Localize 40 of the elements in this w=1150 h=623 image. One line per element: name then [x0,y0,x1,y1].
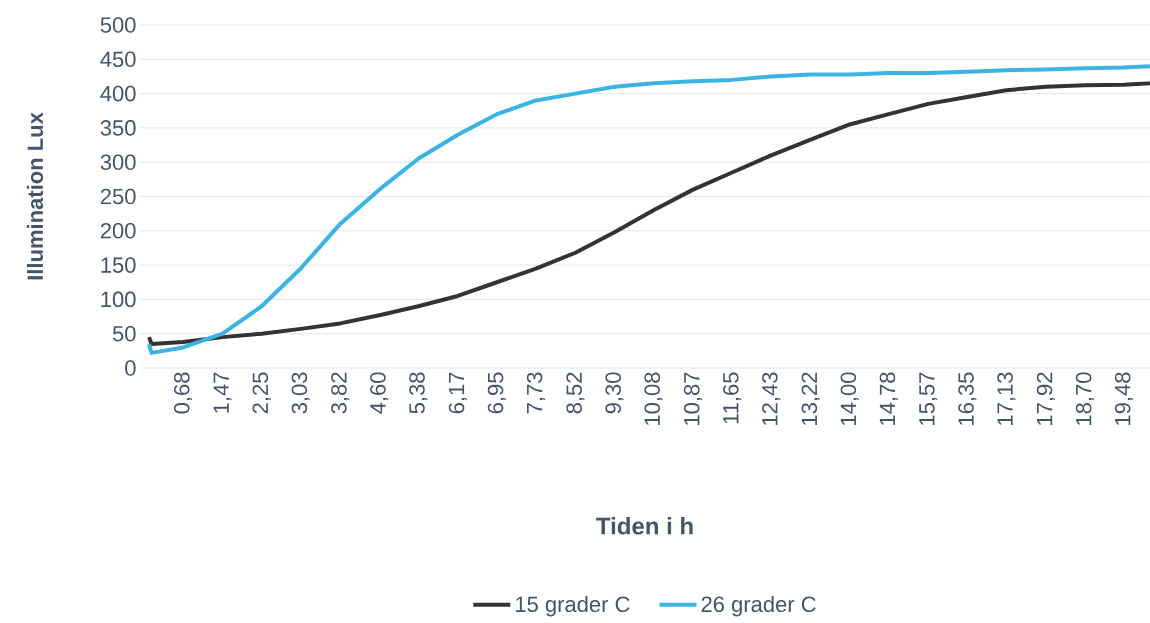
x-tick-label: 3,03 [291,372,310,414]
x-tick-label: 6,17 [448,372,467,414]
x-tick-label: 10,08 [644,372,663,425]
x-tick-label: 19,48 [1114,372,1134,425]
x-tick-label: 1,47 [213,372,232,413]
y-tick-label: 350 [100,120,136,136]
x-tick-label: 12,43 [762,372,781,425]
y-tick-label: 150 [101,257,136,273]
y-tick-label: 500 [100,17,136,33]
y-axis-title: Illumination Lux [26,112,44,280]
y-tick-label: 450 [100,51,136,68]
x-tick-label: 6,95 [487,372,506,414]
x-tick-label: 13,22 [801,372,820,425]
x-tick-label: 11,65 [722,372,742,424]
x-tick-label: 14,00 [840,372,859,425]
y-tick-label: 300 [100,154,136,170]
x-tick-label: 2,25 [252,372,271,414]
legend-label: 15 grader C [516,595,630,617]
x-tick-label: 5,38 [409,372,428,414]
x-tick-label: 0,68 [173,372,193,414]
x-tick-label: 7,73 [526,372,545,414]
legend-label: 26 grader C [701,595,816,617]
x-tick-label: 18,70 [1075,372,1095,425]
x-tick-label: 9,30 [605,372,624,414]
x-tick-label: 4,60 [370,372,389,414]
y-tick-label: 250 [100,188,136,205]
x-tick-label: 16,35 [958,372,977,425]
y-tick-label: 100 [101,291,136,308]
x-tick-label: 8,52 [566,372,585,414]
x-axis-title: Tiden i h [596,516,693,535]
y-tick-label: 50 [112,325,136,342]
x-tick-label: 10,87 [683,372,703,425]
x-tick-label: 17,13 [997,372,1016,425]
y-tick-label: 200 [100,223,136,239]
x-tick-label: 3,82 [331,372,350,414]
y-tick-label: 400 [100,85,136,102]
y-tick-label: 0 [125,360,136,376]
x-tick-label: 14,78 [879,372,898,425]
x-tick-label: 17,92 [1036,372,1055,425]
x-tick-label: 15,57 [919,372,938,425]
